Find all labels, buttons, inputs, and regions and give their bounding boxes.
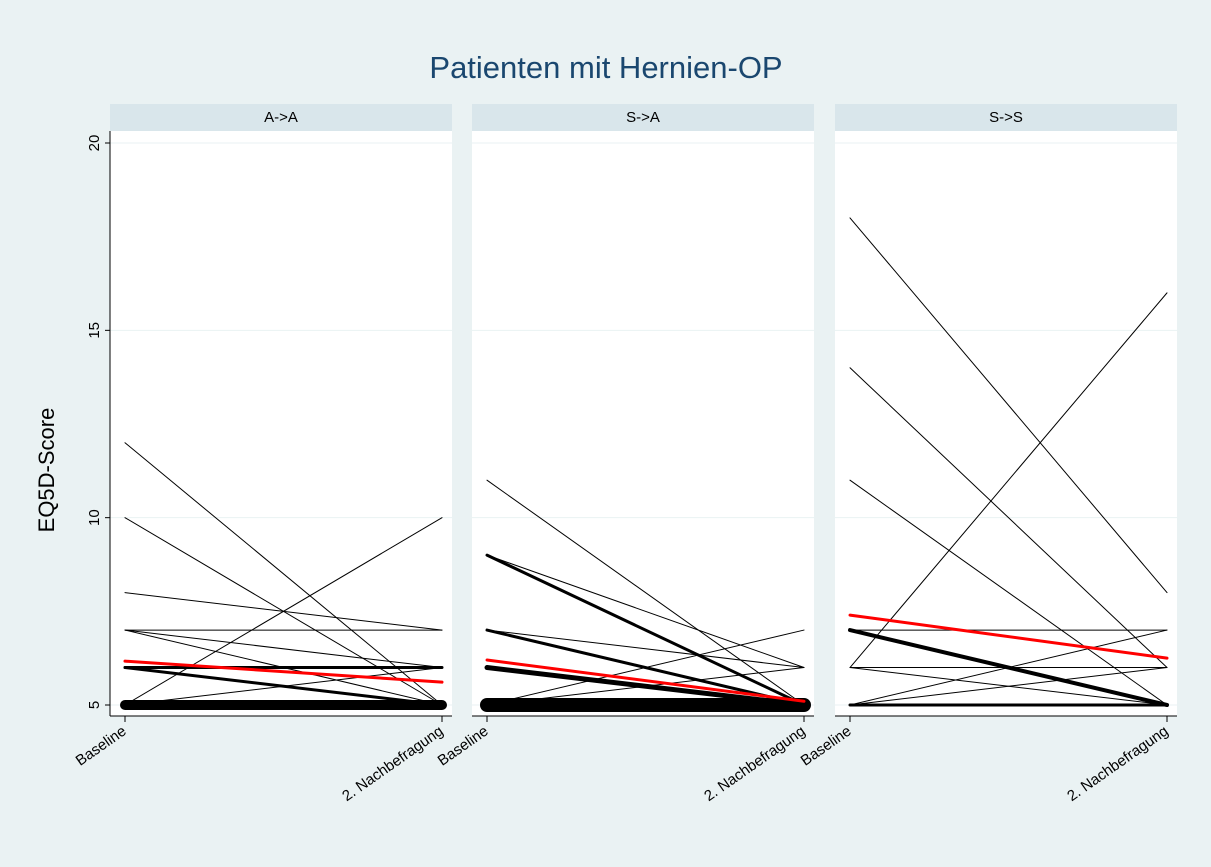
x-tick-label: 2. Nachbefragung bbox=[701, 723, 808, 805]
x-tick-label: 2. Nachbefragung bbox=[339, 723, 446, 805]
panel-title: A->A bbox=[264, 109, 298, 126]
x-tick-label: Baseline bbox=[73, 723, 130, 770]
data-line bbox=[486, 629, 805, 669]
plot-area bbox=[110, 131, 452, 716]
y-axis-label: EQ5D-Score bbox=[34, 408, 59, 533]
chart-title: Patienten mit Hernien-OP bbox=[429, 50, 782, 85]
data-line bbox=[849, 217, 1168, 594]
data-line bbox=[848, 628, 1169, 707]
panel-title: S->S bbox=[989, 109, 1023, 126]
y-tick-label: 15 bbox=[86, 322, 103, 339]
data-line bbox=[485, 658, 806, 703]
data-line bbox=[124, 629, 443, 669]
data-line bbox=[123, 666, 444, 707]
data-line bbox=[123, 659, 444, 684]
y-tick-label: 10 bbox=[86, 509, 103, 526]
panel-header bbox=[835, 104, 1177, 131]
data-line bbox=[486, 554, 805, 669]
x-tick-label: 2. Nachbefragung bbox=[1064, 723, 1171, 805]
plot-area bbox=[472, 131, 814, 716]
x-tick-label: Baseline bbox=[798, 723, 855, 770]
data-line bbox=[848, 613, 1169, 660]
y-tick-label: 20 bbox=[86, 135, 103, 152]
data-line bbox=[849, 367, 1168, 669]
x-tick-label: Baseline bbox=[435, 723, 492, 770]
panel-header bbox=[472, 104, 814, 131]
data-line bbox=[486, 479, 805, 706]
data-line bbox=[486, 629, 805, 706]
data-line bbox=[849, 292, 1168, 669]
panel-header bbox=[110, 104, 452, 131]
y-tick-label: 5 bbox=[86, 701, 103, 709]
panel-title: S->A bbox=[626, 109, 660, 126]
data-line bbox=[485, 553, 806, 707]
data-line bbox=[849, 667, 1168, 706]
